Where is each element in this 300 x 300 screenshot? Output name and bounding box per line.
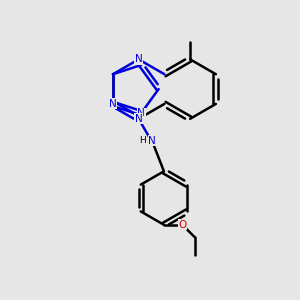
Text: N: N	[135, 54, 142, 64]
Text: O: O	[178, 220, 187, 230]
Text: N: N	[148, 136, 156, 146]
Text: N: N	[109, 99, 117, 109]
Text: H: H	[139, 136, 146, 146]
Text: N: N	[137, 108, 145, 118]
Text: N: N	[135, 114, 142, 124]
